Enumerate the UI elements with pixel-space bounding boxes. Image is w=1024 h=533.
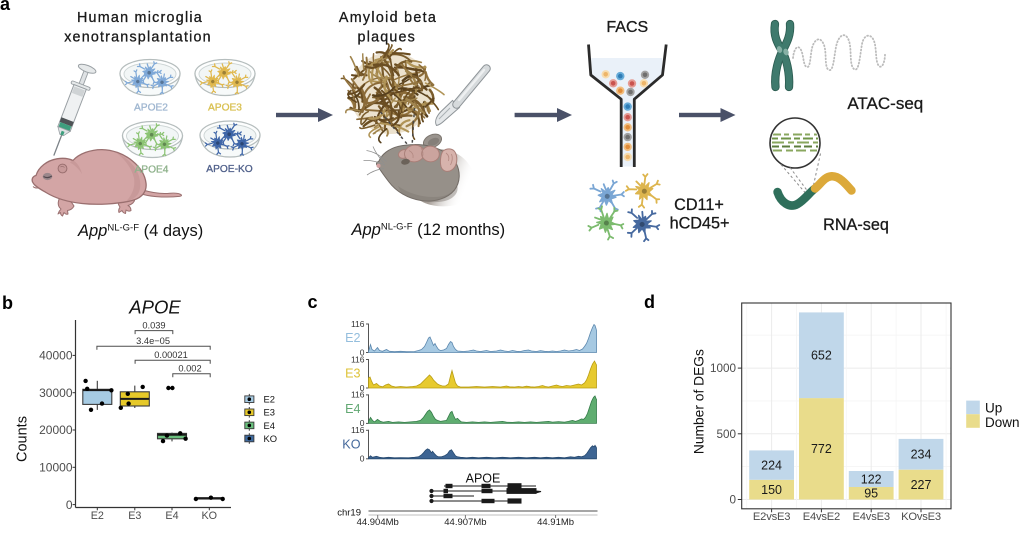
svg-text:a: a	[0, 0, 11, 14]
svg-text:116: 116	[351, 354, 365, 364]
svg-text:44.907Mb: 44.907Mb	[444, 517, 486, 528]
svg-text:chr19: chr19	[337, 508, 361, 519]
svg-text:150: 150	[761, 483, 782, 497]
svg-text:0: 0	[66, 498, 73, 512]
svg-text:E2: E2	[91, 510, 104, 522]
svg-text:Down: Down	[985, 415, 1020, 430]
svg-text:plaques: plaques	[358, 30, 416, 46]
svg-text:122: 122	[861, 472, 882, 486]
svg-text:APOE4: APOE4	[135, 165, 169, 176]
svg-text:E2vsE3: E2vsE3	[753, 511, 790, 523]
svg-text:E4: E4	[345, 402, 360, 416]
svg-text:KO: KO	[342, 437, 360, 451]
svg-text:116: 116	[351, 390, 365, 400]
svg-text:Number of DEGs: Number of DEGs	[692, 349, 707, 454]
svg-text:c: c	[308, 292, 318, 312]
svg-text:772: 772	[811, 442, 832, 456]
svg-text:b: b	[2, 293, 13, 313]
svg-text:0: 0	[360, 418, 365, 428]
svg-text:KOvsE3: KOvsE3	[901, 511, 941, 523]
svg-text:APOE3: APOE3	[208, 103, 242, 114]
svg-text:APOE-KO: APOE-KO	[206, 164, 252, 175]
svg-text:Up: Up	[985, 400, 1002, 415]
svg-text:0: 0	[729, 494, 736, 507]
svg-text:E4vsE2: E4vsE2	[803, 511, 840, 523]
svg-text:0.00021: 0.00021	[154, 350, 188, 360]
svg-text:0: 0	[360, 347, 365, 357]
svg-text:APOE2: APOE2	[134, 103, 168, 114]
svg-text:44.91Mb: 44.91Mb	[537, 517, 574, 528]
svg-text:20000: 20000	[39, 423, 73, 437]
svg-text:E3: E3	[345, 367, 360, 381]
svg-text:234: 234	[911, 448, 932, 462]
svg-text:Human microglia: Human microglia	[77, 10, 203, 26]
svg-text:44.904Mb: 44.904Mb	[357, 517, 399, 528]
svg-text:Amyloid beta: Amyloid beta	[339, 10, 437, 26]
svg-text:d: d	[644, 292, 655, 312]
svg-text:AppNL-G-F (4 days): AppNL-G-F (4 days)	[77, 222, 203, 240]
svg-text:E2: E2	[345, 331, 360, 345]
svg-text:652: 652	[811, 349, 832, 363]
svg-text:FACS: FACS	[606, 19, 648, 36]
svg-text:E3: E3	[128, 510, 141, 522]
svg-text:0.002: 0.002	[178, 364, 201, 374]
svg-text:0: 0	[360, 454, 365, 464]
svg-text:CD11+: CD11+	[674, 196, 724, 214]
svg-text:hCD45+: hCD45+	[670, 215, 730, 233]
svg-text:224: 224	[761, 458, 782, 472]
svg-text:E4: E4	[264, 420, 275, 431]
svg-text:3.4e−05: 3.4e−05	[136, 336, 170, 346]
svg-text:KO: KO	[201, 510, 217, 522]
svg-text:10000: 10000	[39, 461, 73, 475]
svg-text:1000: 1000	[710, 362, 737, 375]
svg-text:E2: E2	[264, 394, 275, 405]
svg-text:0: 0	[360, 383, 365, 393]
svg-text:30000: 30000	[39, 386, 73, 400]
svg-text:E4vsE3: E4vsE3	[853, 511, 890, 523]
svg-text:APOE: APOE	[128, 296, 181, 317]
svg-text:APOE: APOE	[466, 472, 501, 486]
svg-text:95: 95	[864, 487, 878, 501]
svg-text:KO: KO	[264, 433, 278, 444]
svg-text:xenotransplantation: xenotransplantation	[64, 30, 212, 46]
svg-text:E3: E3	[264, 407, 275, 418]
svg-text:Counts: Counts	[15, 416, 31, 462]
svg-text:500: 500	[716, 428, 736, 441]
svg-text:227: 227	[911, 478, 932, 492]
svg-text:0.039: 0.039	[142, 320, 165, 330]
svg-text:116: 116	[351, 319, 365, 329]
svg-text:ATAC-seq: ATAC-seq	[847, 94, 923, 113]
svg-text:RNA-seq: RNA-seq	[823, 216, 889, 234]
svg-text:AppNL-G-F (12 months): AppNL-G-F (12 months)	[351, 221, 506, 239]
svg-text:40000: 40000	[39, 349, 73, 363]
svg-text:E4: E4	[165, 510, 178, 522]
svg-text:116: 116	[351, 425, 365, 435]
